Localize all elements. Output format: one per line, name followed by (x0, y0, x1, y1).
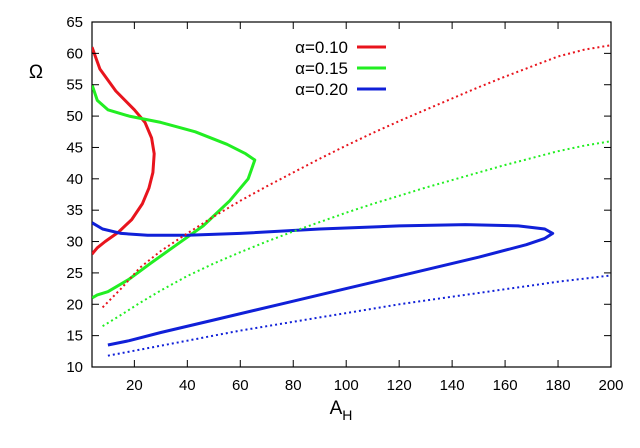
series-layer (92, 44, 611, 357)
series-dotted-line-3 (101, 44, 611, 309)
plot-frame (91, 21, 612, 368)
x-tick-label: 100 (334, 377, 359, 394)
series-line-1 (92, 84, 257, 300)
legend-label: α=0.15 (295, 59, 348, 78)
y-axis-label: Ω (29, 62, 43, 83)
x-axis-label: AH (330, 398, 353, 423)
y-tick-label: 40 (66, 171, 83, 188)
y-tick-label: 30 (66, 234, 83, 251)
y-tick-label: 25 (66, 265, 83, 282)
legend-label: α=0.10 (295, 38, 348, 57)
y-tick-label: 35 (66, 202, 83, 219)
y-tick-label: 60 (66, 45, 83, 62)
x-tick-label: 40 (179, 377, 196, 394)
x-tick-label: 120 (387, 377, 412, 394)
x-tick-label: 20 (126, 377, 143, 394)
y-tick-label: 50 (66, 108, 83, 125)
series-line-0 (92, 46, 156, 256)
x-axis-label-main: A (330, 398, 343, 419)
x-tick-label: 60 (232, 377, 249, 394)
tick-layer: 20 40 60 80 100 120 140 160 180 200 10 15 20 25 30 35 40… (66, 14, 623, 394)
y-tick-label: 15 (66, 328, 83, 345)
x-tick-label: 200 (598, 377, 623, 394)
legend: α=0.10 α=0.15 α=0.20 (295, 38, 386, 99)
x-tick-label: 160 (493, 377, 518, 394)
legend-label: α=0.20 (295, 80, 348, 99)
y-tick-label: 45 (66, 139, 83, 156)
x-tick-label: 140 (440, 377, 465, 394)
series-dotted-line-4 (102, 140, 611, 328)
plot-border (91, 21, 612, 368)
y-tick-label: 10 (66, 359, 83, 376)
series-line-2 (92, 221, 555, 347)
x-tick-label: 180 (546, 377, 571, 394)
series-dotted-line-5 (107, 274, 611, 357)
x-axis-label-subscript: H (342, 407, 352, 423)
y-tick-label: 20 (66, 296, 83, 313)
y-tick-label: 55 (66, 77, 83, 94)
y-tick-label: 65 (66, 14, 83, 31)
x-tick-label: 80 (285, 377, 302, 394)
